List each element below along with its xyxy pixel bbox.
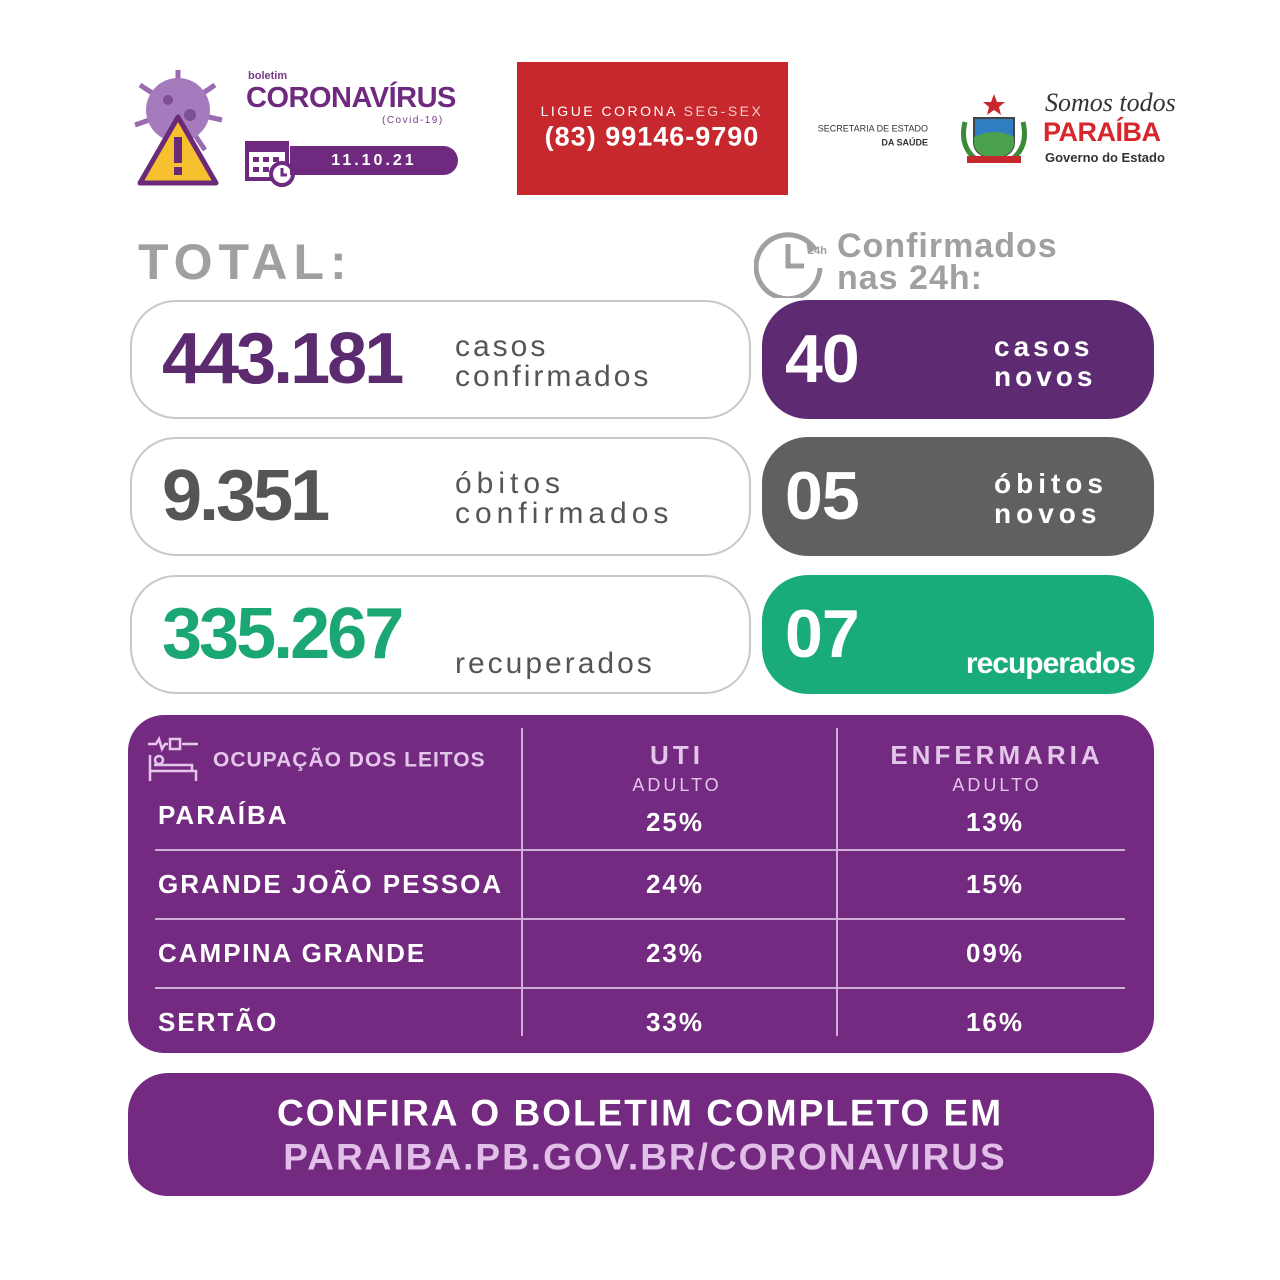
daily-label: casos — [994, 331, 1094, 362]
daily-value: 07 — [785, 596, 860, 672]
column-header: ENFERMARIA — [890, 740, 1104, 770]
total-label: confirmados — [455, 360, 652, 393]
hospital-bed-icon — [148, 735, 198, 781]
total-value: 335.267 — [162, 594, 404, 674]
gov-name: PARAÍBA — [1043, 117, 1161, 147]
hotline-label-row: LIGUE CORONA SEG-SEX — [541, 104, 764, 118]
occupancy-value: 16% — [965, 1007, 1025, 1037]
total-label: recuperados — [455, 647, 655, 680]
hotline-phone: (83) 99146-9790 — [544, 121, 760, 152]
region-name: GRANDE JOÃO PESSOA — [158, 869, 504, 899]
occupancy-value: 33% — [645, 1007, 705, 1037]
total-label: óbitos — [455, 467, 566, 500]
column-divider — [521, 728, 523, 1036]
hotline-days: SEG-SEX — [683, 103, 764, 119]
total-card — [130, 300, 751, 419]
daily-label: novos — [994, 498, 1102, 529]
daily-card — [762, 437, 1154, 556]
footer-panel — [128, 1073, 1154, 1196]
daily-label: óbitos — [994, 468, 1108, 499]
hotline-label: LIGUE CORONA — [540, 103, 678, 119]
virus-warning-icon — [134, 70, 223, 186]
footer-line1: CONFIRA O BOLETIM COMPLETO EM — [276, 1092, 1004, 1134]
occupancy-value: 25% — [645, 807, 705, 837]
region-name: SERTÃO — [158, 1007, 279, 1037]
bulletin-subtitle: (Covid-19) — [382, 115, 444, 126]
occupancy-value: 09% — [965, 938, 1025, 968]
daily-label: recuperados — [965, 647, 1136, 680]
daily-heading: Confirmados — [837, 227, 1058, 265]
totals-heading: TOTAL: — [138, 234, 353, 290]
date-pill — [290, 146, 458, 175]
row-divider — [155, 849, 1125, 851]
daily-label: novos — [994, 361, 1097, 392]
occupancy-value: 24% — [645, 869, 705, 899]
boletim-label: boletim — [248, 70, 288, 82]
region-name: CAMPINA GRANDE — [158, 938, 427, 968]
total-label: confirmados — [455, 497, 674, 530]
daily-card — [762, 575, 1154, 694]
row-divider — [155, 918, 1125, 920]
secretaria-line2: DA SAÚDE — [881, 137, 928, 148]
occupancy-value: 13% — [965, 807, 1025, 837]
beds-panel — [128, 715, 1154, 1053]
daily-card — [762, 300, 1154, 419]
footer-line2: PARAIBA.PB.GOV.BR/CORONAVIRUS — [283, 1136, 1007, 1178]
daily-value: 40 — [785, 321, 860, 397]
clock-label: 24h — [808, 245, 827, 257]
calendar-icon — [245, 141, 295, 187]
clock-24h-icon — [754, 232, 823, 298]
region-name: PARAÍBA — [158, 800, 289, 830]
total-card — [130, 575, 751, 694]
daily-value: 05 — [785, 458, 860, 534]
row-divider — [155, 987, 1125, 989]
occupancy-value: 23% — [645, 938, 705, 968]
hotline-box — [517, 62, 788, 195]
column-subheader: ADULTO — [632, 775, 722, 795]
bulletin-date: 11.10.21 — [331, 152, 417, 169]
daily-heading: nas 24h: — [837, 259, 983, 297]
gov-slogan: Somos todos — [1045, 88, 1176, 117]
column-header: UTI — [650, 740, 704, 770]
beds-title: OCUPAÇÃO DOS LEITOS — [213, 748, 486, 772]
coat-of-arms — [961, 94, 1027, 163]
column-divider — [836, 728, 838, 1036]
secretaria-line1: SECRETARIA DE ESTADO — [817, 123, 928, 134]
total-value: 9.351 — [162, 456, 330, 536]
bulletin-title: CORONAVÍRUS — [246, 82, 456, 114]
total-value: 443.181 — [162, 319, 404, 399]
total-card — [130, 437, 751, 556]
total-label: casos — [455, 330, 549, 363]
gov-subtitle: Governo do Estado — [1045, 150, 1165, 165]
column-subheader: ADULTO — [952, 775, 1042, 795]
occupancy-value: 15% — [965, 869, 1025, 899]
